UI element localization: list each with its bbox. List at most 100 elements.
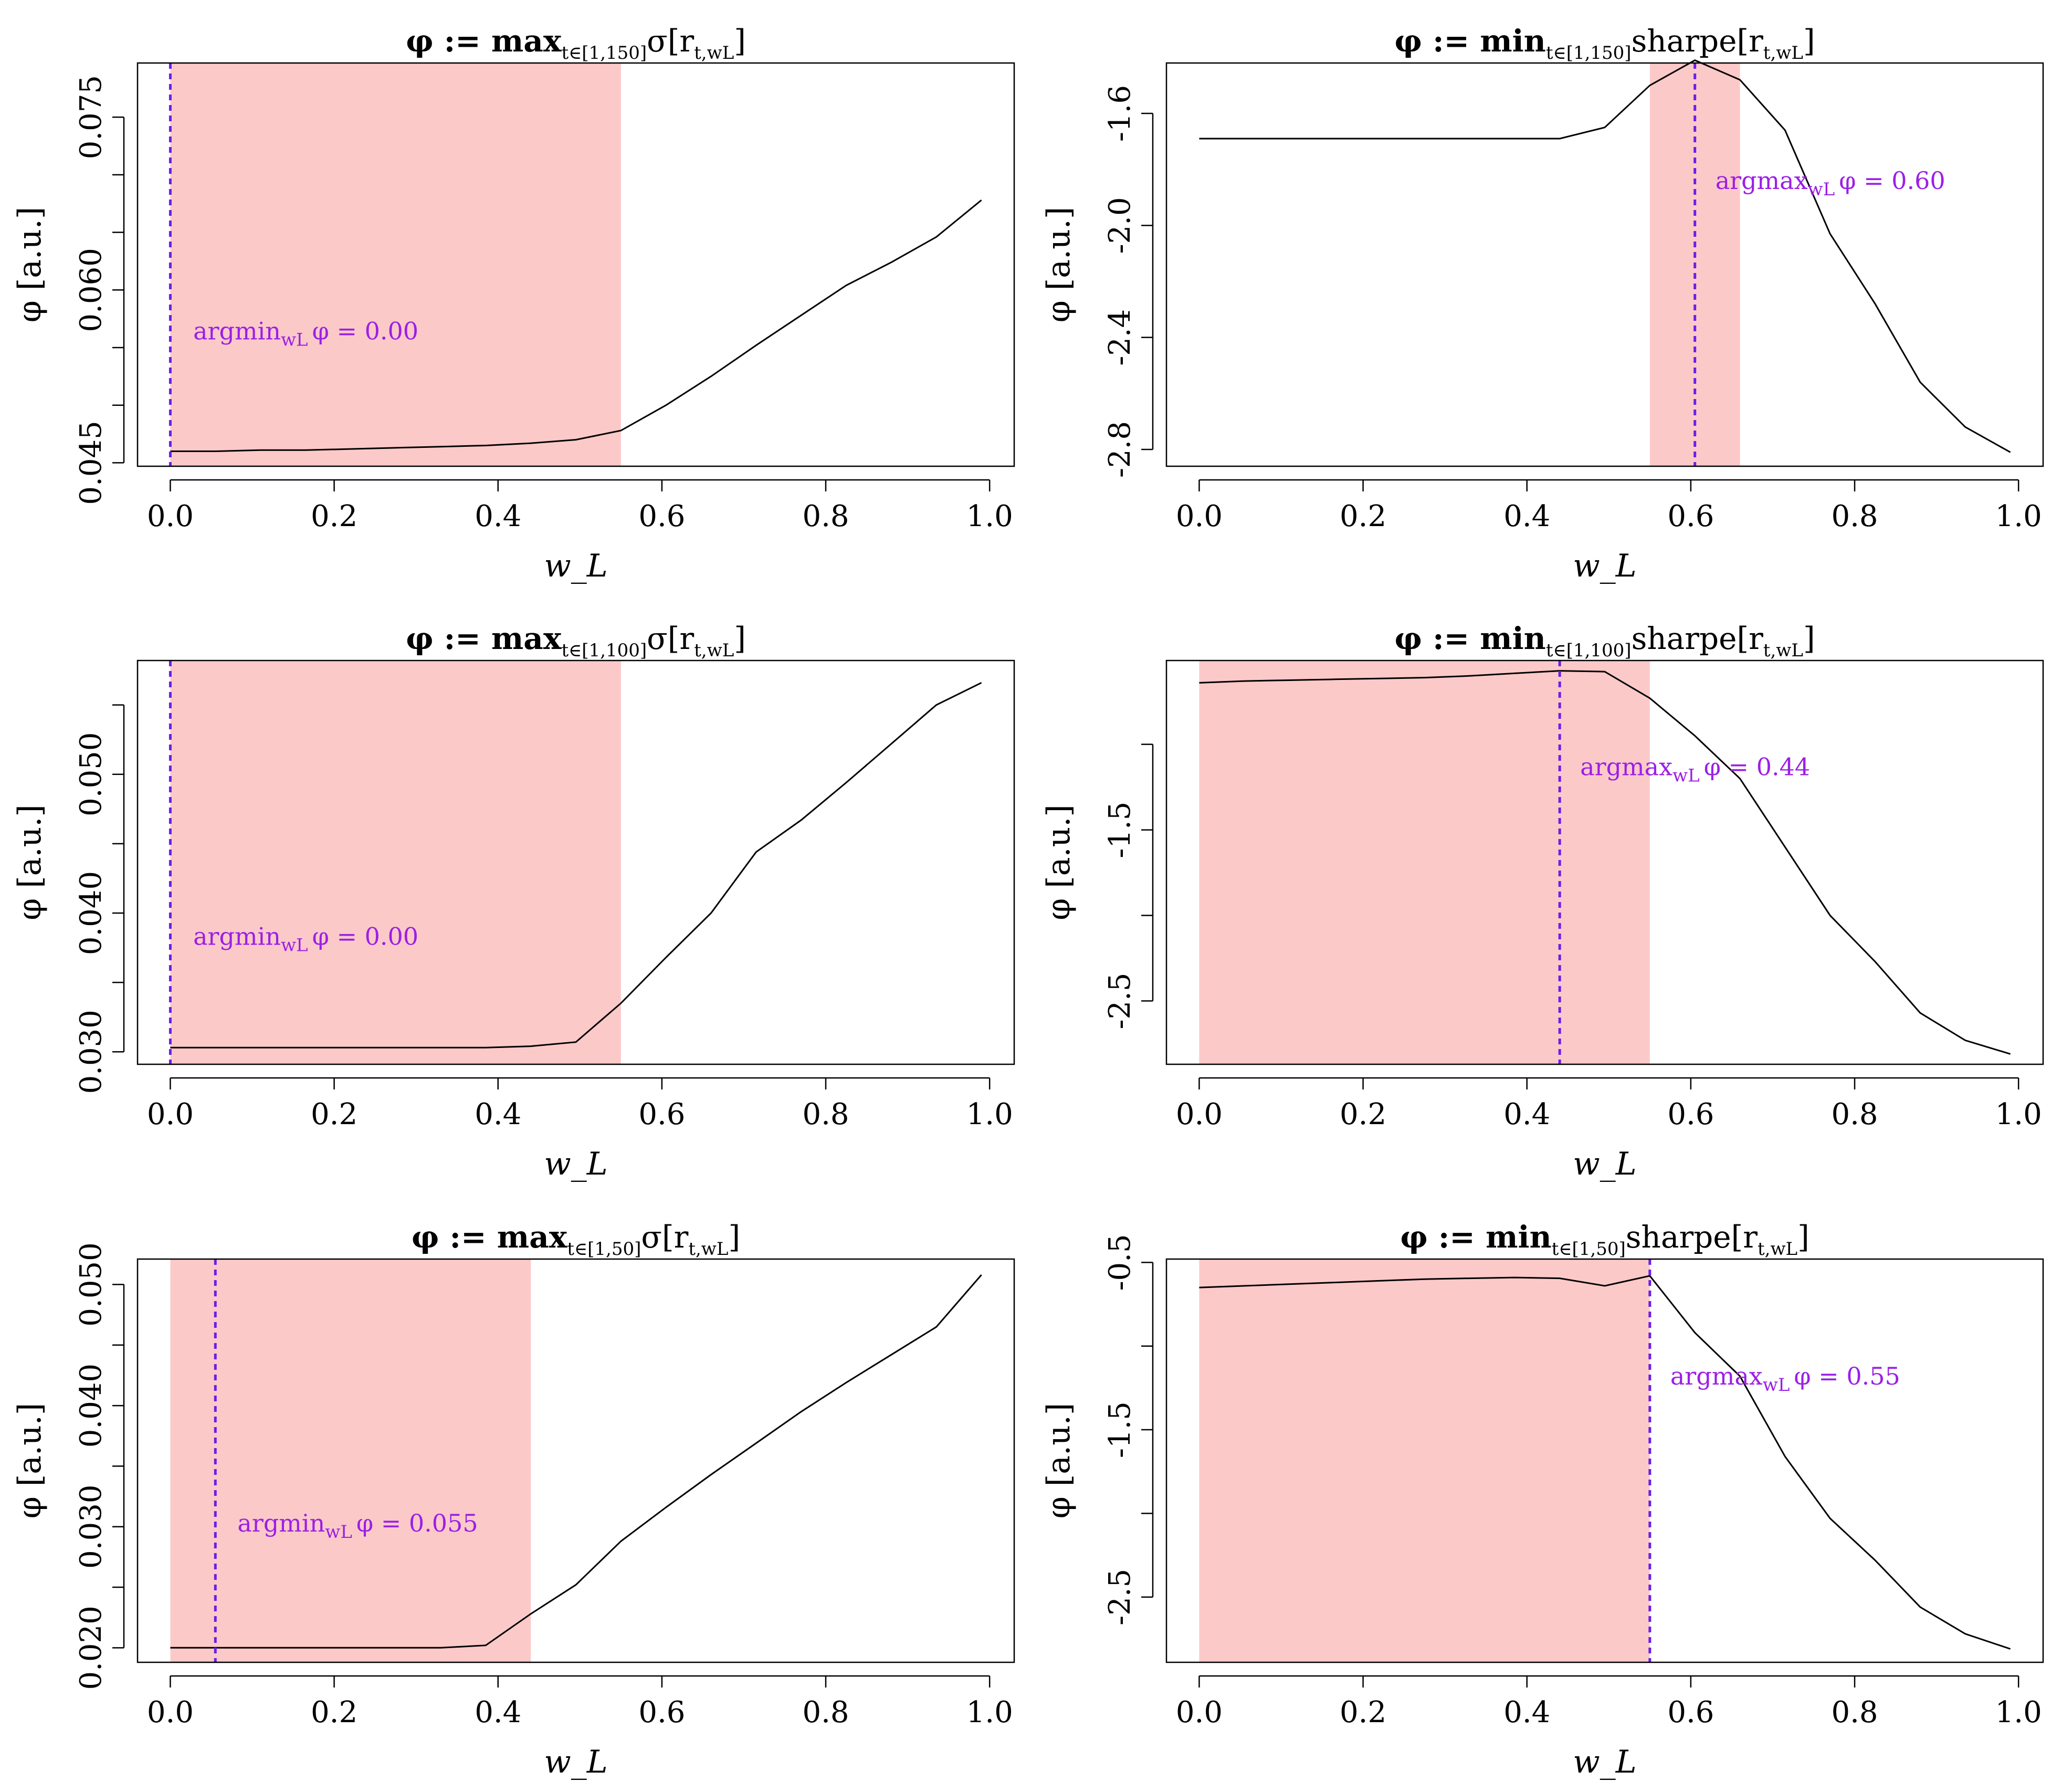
title-close: ] xyxy=(734,621,746,656)
plot-frame xyxy=(136,62,1015,467)
x-axis-label: w_L xyxy=(544,548,607,584)
x-tick-label: 0.2 xyxy=(311,1695,357,1730)
y-tick-label: 0.045 xyxy=(74,421,108,505)
annotation-value: φ = 0.055 xyxy=(356,1509,478,1537)
y-axis-label: φ [a.u.] xyxy=(12,804,48,920)
panel-title: φ := mint∈[1,50]sharpe[rt,wL] xyxy=(1400,1219,1809,1260)
title-tail: sharpe[r xyxy=(1632,621,1764,656)
y-axis-label: φ [a.u.] xyxy=(12,1403,48,1518)
annotation-subscript: wL xyxy=(281,935,308,956)
series-line xyxy=(170,682,982,1049)
title-main: φ := max xyxy=(406,23,562,59)
title-main: φ := min xyxy=(1400,1219,1551,1255)
x-axis-label-text: w_L xyxy=(544,1744,607,1780)
x-tick-label: 0.0 xyxy=(1176,1695,1223,1730)
title-subscript: t∈[1,100] xyxy=(561,640,647,661)
y-tick-label: 0.075 xyxy=(74,75,108,159)
y-tick-label: 0.040 xyxy=(74,1364,108,1448)
title-subscript: t∈[1,150] xyxy=(561,43,647,64)
panel-title: φ := mint∈[1,150]sharpe[rt,wL] xyxy=(1394,23,1815,64)
plot-frame xyxy=(136,1258,1015,1663)
x-axis-label-text: w_L xyxy=(1573,1744,1636,1780)
annotation-subscript: wL xyxy=(281,330,308,351)
shaded-region xyxy=(170,661,621,1064)
x-tick-label: 0.0 xyxy=(147,1695,194,1730)
title-subscript: t∈[1,100] xyxy=(1546,640,1632,661)
series-line xyxy=(1199,670,2011,1055)
x-tick-label: 0.6 xyxy=(1667,1695,1714,1730)
shaded-region xyxy=(1199,661,1650,1064)
x-tick-label: 0.6 xyxy=(638,1695,685,1730)
x-tick-label: 1.0 xyxy=(1995,499,2042,533)
y-axis-label: φ [a.u.] xyxy=(12,207,48,322)
panel-title: φ := maxt∈[1,50]σ[rt,wL] xyxy=(412,1219,740,1260)
title-tail-subscript: t,wL xyxy=(694,640,734,661)
x-tick-label: 0.2 xyxy=(1340,1097,1386,1131)
x-tick-label: 1.0 xyxy=(966,499,1013,533)
annotation-label: argminwL φ = 0.00 xyxy=(193,317,418,351)
x-tick-label: 0.8 xyxy=(802,1695,849,1730)
chart-panel-3: 0.0 0.2 0.4 0.6 0.8 1.0 0.030 0.040 0.050 w_L φ [a… xyxy=(12,621,1015,1182)
annotation-label: argmaxwL φ = 0.60 xyxy=(1716,166,1945,200)
x-tick-label: 0.6 xyxy=(1667,1097,1714,1131)
title-tail: σ[r xyxy=(641,1219,688,1255)
title-subscript: t∈[1,50] xyxy=(1552,1239,1626,1260)
chart-panel-2: 0.0 0.2 0.4 0.6 0.8 1.0 -2.8 -2.4 -2.0 -1.6 w_L φ [… xyxy=(1040,23,2044,584)
title-close: ] xyxy=(1797,1219,1809,1255)
y-tick-label: -2.8 xyxy=(1103,421,1137,478)
x-tick-label: 0.4 xyxy=(475,1097,521,1131)
annotation-subscript: wL xyxy=(1808,179,1835,200)
annotation-value: φ = 0.55 xyxy=(1794,1362,1900,1390)
annotation-prefix: argmin xyxy=(193,923,281,951)
y-tick-label: 0.050 xyxy=(74,1242,108,1326)
x-axis-label: w_L xyxy=(1573,1146,1636,1182)
x-axis-label-text: w_L xyxy=(544,1146,607,1182)
annotation-value: φ = 0.60 xyxy=(1839,166,1945,195)
series-line xyxy=(170,199,982,452)
title-close: ] xyxy=(1803,621,1815,656)
y-tick-label: 0.030 xyxy=(74,1010,108,1094)
title-close: ] xyxy=(728,1219,740,1255)
plot-frame xyxy=(136,659,1015,1065)
title-main: φ := min xyxy=(1394,621,1545,656)
x-tick-label: 1.0 xyxy=(966,1097,1013,1131)
series-line xyxy=(170,1274,982,1649)
series-line xyxy=(1199,59,2011,453)
panel-title: φ := mint∈[1,100]sharpe[rt,wL] xyxy=(1394,621,1815,661)
y-tick-label: 0.060 xyxy=(74,248,108,332)
y-tick-label: 0.050 xyxy=(74,732,108,816)
y-tick-label: -1.5 xyxy=(1103,802,1137,858)
y-tick-label: -2.0 xyxy=(1103,197,1137,254)
annotation-subscript: wL xyxy=(1672,765,1700,786)
title-subscript: t∈[1,50] xyxy=(567,1239,641,1260)
title-tail-subscript: t,wL xyxy=(1758,1239,1797,1260)
x-axis-label: w_L xyxy=(1573,548,1636,584)
series-line xyxy=(1199,1275,2011,1650)
shaded-region xyxy=(1199,1259,1650,1662)
title-main: φ := min xyxy=(1394,23,1545,59)
annotation-prefix: argmax xyxy=(1716,166,1808,195)
x-axis-label: w_L xyxy=(1573,1744,1636,1780)
annotation-prefix: argmax xyxy=(1580,752,1672,781)
plot-frame xyxy=(1165,1258,2044,1663)
chart-panel-6: 0.0 0.2 0.4 0.6 0.8 1.0 -2.5 -1.5 -0.5 w_L φ [a.u.… xyxy=(1040,1219,2044,1780)
y-axis-label: φ [a.u.] xyxy=(1040,207,1077,322)
x-axis-label-text: w_L xyxy=(1573,1146,1636,1182)
title-tail: sharpe[r xyxy=(1632,23,1764,59)
y-tick-label: -2.5 xyxy=(1103,1569,1137,1626)
panel-title: φ := maxt∈[1,150]σ[rt,wL] xyxy=(406,23,746,64)
chart-panel-1: 0.0 0.2 0.4 0.6 0.8 1.0 0.045 0.060 0.075 w_L φ [a… xyxy=(12,23,1015,584)
x-tick-label: 0.6 xyxy=(638,1097,685,1131)
chart-panel-4: 0.0 0.2 0.4 0.6 0.8 1.0 -2.5 -1.5 w_L φ [a.u.] φ :… xyxy=(1040,621,2044,1182)
title-tail-subscript: t,wL xyxy=(1763,640,1803,661)
annotation-value: φ = 0.00 xyxy=(312,923,418,951)
title-main: φ := max xyxy=(406,621,562,656)
chart-panel-5: 0.0 0.2 0.4 0.6 0.8 1.0 0.020 0.030 0.040 0.050 w_… xyxy=(12,1219,1015,1780)
x-axis-label: w_L xyxy=(544,1146,607,1182)
title-close: ] xyxy=(1803,23,1815,59)
x-axis-label: w_L xyxy=(544,1744,607,1780)
annotation-label: argmaxwL φ = 0.44 xyxy=(1580,752,1810,786)
x-tick-label: 1.0 xyxy=(1995,1695,2042,1730)
x-tick-label: 0.0 xyxy=(147,499,194,533)
